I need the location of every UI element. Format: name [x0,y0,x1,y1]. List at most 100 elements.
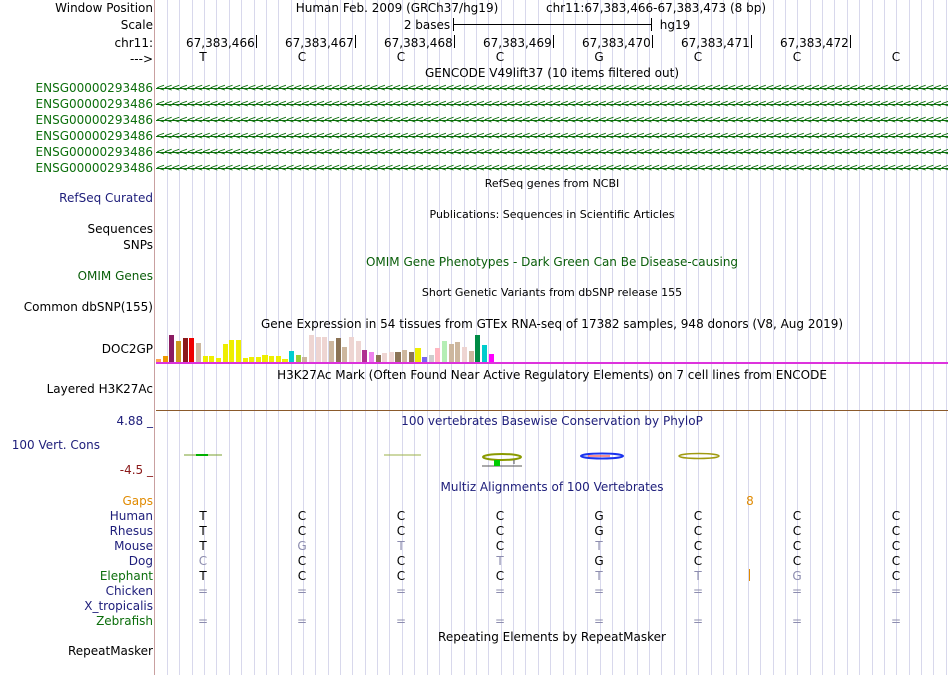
aligned-base: C [891,554,901,568]
sequences-track-label[interactable]: Sequences [87,222,153,236]
gtex-tissue-bar[interactable] [435,348,441,362]
gtex-tissue-bar[interactable] [249,357,255,362]
gtex-tissue-bar[interactable] [388,352,394,362]
gtex-tissue-bar[interactable] [262,355,268,362]
gtex-tissue-bar[interactable] [275,356,281,362]
refseq-track-title[interactable]: RefSeq genes from NCBI [484,177,620,190]
gtex-tissue-bar[interactable] [202,356,208,362]
gtex-tissue-bar[interactable] [415,348,421,362]
multiz-track-title[interactable]: Multiz Alignments of 100 Vertebrates [440,480,664,494]
gencode-gene-feature[interactable]: <<<<<<<<<<<<<<<<<<<<<<<<<<<<<<<<<<<<<<<<… [156,145,948,158]
gencode-gene-feature[interactable]: <<<<<<<<<<<<<<<<<<<<<<<<<<<<<<<<<<<<<<<<… [156,129,948,142]
publications-track-title[interactable]: Publications: Sequences in Scientific Ar… [429,208,675,221]
gtex-tissue-bar[interactable] [156,359,162,362]
repeatmasker-track-title[interactable]: Repeating Elements by RepeatMasker [438,630,666,644]
h3k27ac-track-title[interactable]: H3K27Ac Mark (Often Found Near Active Re… [277,368,827,382]
gtex-tissue-bar[interactable] [402,350,408,362]
gtex-tissue-bar[interactable] [282,359,288,362]
cons-track-label[interactable]: 100 Vert. Cons [11,438,100,452]
gencode-gene-feature[interactable]: <<<<<<<<<<<<<<<<<<<<<<<<<<<<<<<<<<<<<<<<… [156,97,948,110]
gtex-tissue-bar[interactable] [169,335,175,362]
refseq-track-label[interactable]: RefSeq Curated [59,191,153,205]
gtex-tissue-bar[interactable] [195,343,202,362]
gencode-gene-feature[interactable]: <<<<<<<<<<<<<<<<<<<<<<<<<<<<<<<<<<<<<<<<… [156,81,948,94]
gtex-tissue-bar[interactable] [348,337,355,362]
omim-track-label[interactable]: OMIM Genes [77,269,153,283]
gtex-gene-label[interactable]: DOC2GP [101,342,153,356]
species-label[interactable]: X_tropicalis [84,599,153,613]
position-readout[interactable]: chr11:67,383,466-67,383,473 (8 bp) [545,1,767,15]
gtex-tissue-bar[interactable] [309,335,315,362]
gtex-tissue-bar[interactable] [222,344,228,362]
gtex-tissue-bar[interactable] [468,351,474,362]
gtex-tissue-bar[interactable] [335,338,341,362]
gtex-tissue-bar[interactable] [475,335,481,362]
gtex-tissue-bar[interactable] [342,347,348,362]
gtex-tissue-bar[interactable] [255,357,261,362]
dbsnp-track-title[interactable]: Short Genetic Variants from dbSNP releas… [421,286,683,299]
gtex-tissue-bar[interactable] [209,356,215,362]
gtex-tissue-bar[interactable] [455,342,461,362]
conservation-plot[interactable] [156,448,948,470]
gaps-label[interactable]: Gaps [122,494,153,508]
guide-line [328,0,329,675]
gtex-tissue-bar[interactable] [242,358,248,362]
species-label[interactable]: Rhesus [109,524,153,538]
gtex-tissue-bar[interactable] [441,341,448,362]
gtex-tissue-bar[interactable] [422,357,428,362]
omim-track-title[interactable]: OMIM Gene Phenotypes - Dark Green Can Be… [365,255,739,269]
gtex-tissue-bar[interactable] [189,338,195,362]
gtex-tissue-bar[interactable] [395,352,401,362]
gtex-tissue-bar[interactable] [481,345,488,362]
species-label[interactable]: Dog [128,554,153,568]
gtex-tissue-bar[interactable] [162,356,168,362]
gencode-gene-label[interactable]: ENSG00000293486 [35,81,153,95]
aligned-base: = [692,584,704,598]
gtex-tissue-bar[interactable] [289,351,295,362]
gtex-tissue-bar[interactable] [182,338,188,362]
gencode-gene-label[interactable]: ENSG00000293486 [35,145,153,159]
h3k27ac-track-label[interactable]: Layered H3K27Ac [46,382,153,396]
gencode-gene-label[interactable]: ENSG00000293486 [35,113,153,127]
snps-track-label[interactable]: SNPs [123,238,153,252]
gtex-tissue-bar[interactable] [448,344,454,362]
gtex-bar-chart[interactable] [156,333,556,362]
gtex-tissue-bar[interactable] [315,337,321,362]
gtex-tissue-bar[interactable] [408,352,414,362]
species-label[interactable]: Zebrafish [96,614,153,628]
gencode-gene-label[interactable]: ENSG00000293486 [35,97,153,111]
species-label[interactable]: Chicken [105,584,153,598]
gtex-tissue-bar[interactable] [382,353,388,362]
gtex-track-title[interactable]: Gene Expression in 54 tissues from GTEx … [260,317,844,331]
gencode-gene-label[interactable]: ENSG00000293486 [35,161,153,175]
species-label[interactable]: Human [109,509,153,523]
gencode-gene-label[interactable]: ENSG00000293486 [35,129,153,143]
assembly-name[interactable]: Human Feb. 2009 (GRCh37/hg19) [295,1,499,15]
species-label[interactable]: Mouse [114,539,153,553]
guide-line [723,0,724,675]
gtex-tissue-bar[interactable] [362,350,368,362]
cons-track-title[interactable]: 100 vertebrates Basewise Conservation by… [401,414,703,428]
repeatmasker-track-label[interactable]: RepeatMasker [67,644,153,658]
gtex-tissue-bar[interactable] [488,354,494,362]
gtex-tissue-bar[interactable] [269,356,275,362]
gencode-gene-feature[interactable]: <<<<<<<<<<<<<<<<<<<<<<<<<<<<<<<<<<<<<<<<… [156,161,948,174]
dbsnp-track-label[interactable]: Common dbSNP(155) [23,300,153,314]
gtex-tissue-bar[interactable] [302,357,308,362]
gtex-tissue-bar[interactable] [375,355,381,362]
species-label[interactable]: Elephant [99,569,153,583]
gtex-tissue-bar[interactable] [295,355,301,362]
gtex-tissue-bar[interactable] [322,337,328,362]
gtex-tissue-bar[interactable] [355,341,361,362]
gtex-tissue-bar[interactable] [235,340,241,362]
gtex-tissue-bar[interactable] [328,341,335,362]
gtex-tissue-bar[interactable] [215,358,222,362]
gencode-track-title[interactable]: GENCODE V49lift37 (10 items filtered out… [424,66,680,80]
gencode-gene-feature[interactable]: <<<<<<<<<<<<<<<<<<<<<<<<<<<<<<<<<<<<<<<<… [156,113,948,126]
gtex-tissue-bar[interactable] [428,355,434,362]
gtex-tissue-bar[interactable] [176,341,182,362]
gtex-tissue-bar[interactable] [368,352,374,362]
gtex-tissue-bar[interactable] [461,347,468,362]
gtex-tissue-bar[interactable] [229,340,235,362]
